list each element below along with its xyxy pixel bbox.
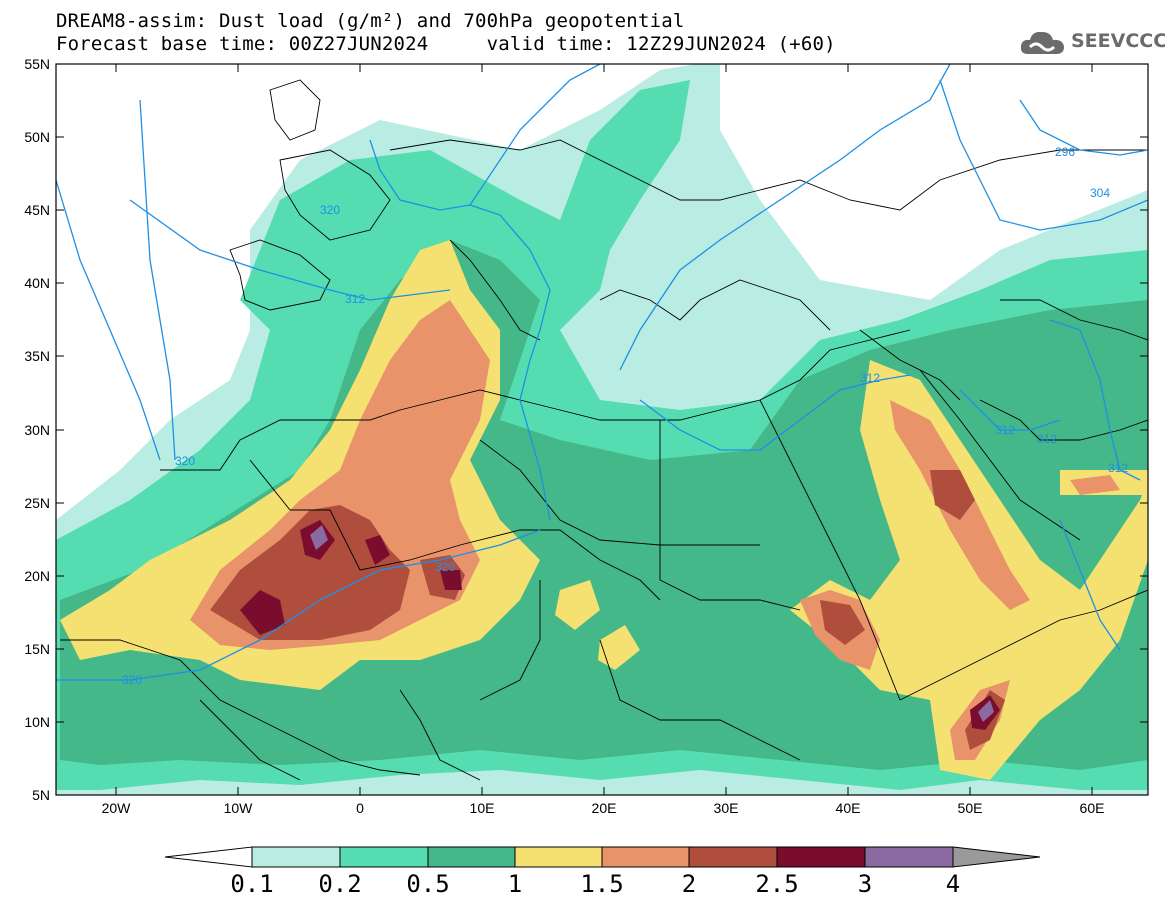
- colorbar-label: 4: [945, 870, 961, 898]
- colorbar-swatch: [864, 846, 954, 868]
- lat-label: 25N: [24, 495, 50, 511]
- colorbar-label: 2.5: [755, 870, 799, 898]
- lon-label: 0: [356, 800, 364, 816]
- colorbar-label: 0.2: [318, 870, 362, 898]
- lon-label: 30E: [714, 800, 739, 816]
- dust-level-3: [310, 525, 328, 550]
- lon-label: 20E: [592, 800, 617, 816]
- contour-label: 312: [995, 423, 1015, 437]
- colorbar-swatch: [427, 846, 516, 868]
- map-title: DREAM8-assim: Dust load (g/m²) and 700hP…: [56, 10, 685, 32]
- contour-label: 312: [1108, 461, 1128, 475]
- contour-label: 312: [1037, 432, 1057, 446]
- contour-label: 296: [1055, 145, 1075, 159]
- contour-label: 304: [1090, 186, 1110, 200]
- contour-label: 312: [345, 292, 365, 306]
- lat-label: 55N: [24, 56, 50, 72]
- lat-label: 35N: [24, 348, 50, 364]
- lat-label: 15N: [24, 641, 50, 657]
- logo-text: SEEVCCC: [1071, 30, 1165, 52]
- colorbar-label: 1: [507, 870, 523, 898]
- contour-label: 320: [320, 203, 340, 217]
- colorbar-swatch: [688, 846, 778, 868]
- map-subtitle: Forecast base time: 00Z27JUN2024 valid t…: [56, 33, 836, 55]
- contour-labels: 320 312 320 320 320 312 312 312 312 296 …: [122, 145, 1128, 687]
- lat-label: 40N: [24, 275, 50, 291]
- colorbar-swatch: [776, 846, 866, 868]
- contour-label: 320: [435, 560, 455, 574]
- colorbar-label: 1.5: [580, 870, 624, 898]
- colorbar-swatch: [601, 846, 690, 868]
- colorbar: [164, 846, 1041, 868]
- geopotential-contours: [56, 64, 1148, 681]
- seevccc-logo: SEEVCCC: [1018, 26, 1165, 60]
- lon-label: 60E: [1080, 800, 1105, 816]
- lat-label: 5N: [32, 787, 50, 803]
- lat-label: 10N: [24, 714, 50, 730]
- lon-label: 40E: [836, 800, 861, 816]
- lat-label: 45N: [24, 202, 50, 218]
- lon-label: 10W: [224, 800, 254, 816]
- lon-label: 50E: [958, 800, 983, 816]
- colorbar-label: 0.1: [230, 870, 274, 898]
- dust-field: 320 312 320 320 320 312 312 312 312 296 …: [56, 64, 1148, 795]
- colorbar-swatch: [514, 846, 603, 868]
- contour-label: 320: [122, 673, 142, 687]
- lon-label: 20W: [102, 800, 132, 816]
- colorbar-low-arrow: [164, 846, 253, 868]
- dust-level-2.5: [240, 590, 285, 635]
- colorbar-label: 0.5: [406, 870, 450, 898]
- lon-axis: [115, 64, 1093, 795]
- country-borders: [60, 79, 1148, 781]
- lat-label: 50N: [24, 129, 50, 145]
- lon-label: 10E: [470, 800, 495, 816]
- contour-label: 320: [175, 454, 195, 468]
- colorbar-swatch: [339, 846, 429, 868]
- cloud-icon: [1020, 31, 1064, 54]
- lat-label: 20N: [24, 568, 50, 584]
- lat-axis: [56, 63, 1148, 723]
- lat-label: 30N: [24, 422, 50, 438]
- colorbar-high-arrow: [952, 846, 1041, 868]
- contour-label: 312: [860, 371, 880, 385]
- colorbar-swatch: [251, 846, 341, 868]
- colorbar-label: 2: [681, 870, 697, 898]
- colorbar-label: 3: [857, 870, 873, 898]
